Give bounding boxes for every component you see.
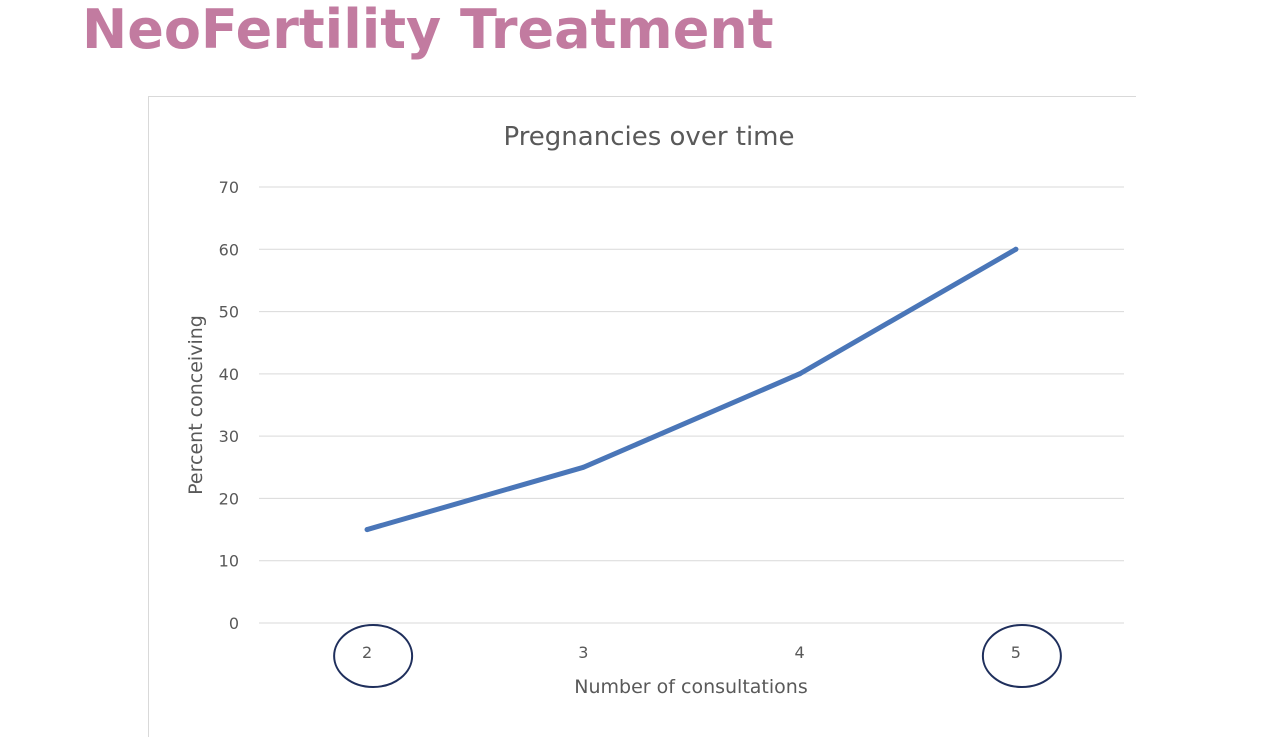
gridlines (259, 186, 1124, 624)
x-tick-label: 3 (578, 643, 588, 662)
y-tick-label: 30 (219, 427, 239, 446)
data-point (1013, 246, 1019, 252)
data-point (797, 371, 803, 377)
annotation-circle (333, 624, 414, 688)
annotation-circles (333, 624, 1062, 688)
y-tick-label: 60 (219, 240, 239, 259)
data-point (364, 527, 370, 533)
x-axis-label: Number of consultations (574, 676, 807, 698)
y-tick-label: 40 (219, 365, 239, 384)
y-tick-label: 20 (219, 489, 239, 508)
series-group (364, 246, 1019, 533)
y-tick-label: 50 (219, 303, 239, 322)
y-tick-label: 10 (219, 552, 239, 571)
line-chart: Pregnancies over time 0 10 20 30 40 50 60 70 2 3… (185, 122, 1124, 698)
annotation-circle (981, 624, 1062, 688)
series-line (364, 246, 1019, 533)
x-tick-label: 5 (1011, 643, 1021, 662)
slide-title: NeoFertility Treatment (82, 0, 774, 61)
x-tick-label: 2 (362, 643, 372, 662)
y-axis-label: Percent conceiving (185, 315, 207, 495)
y-tick-label: 0 (229, 614, 239, 633)
x-axis-ticks: 2 3 4 5 (362, 643, 1021, 662)
x-tick-label: 4 (795, 643, 805, 662)
chart-frame (148, 96, 1136, 737)
data-point (580, 464, 586, 470)
chart-title: Pregnancies over time (503, 122, 794, 152)
y-axis-ticks: 0 10 20 30 40 50 60 70 (219, 178, 239, 633)
y-tick-label: 70 (219, 178, 239, 197)
